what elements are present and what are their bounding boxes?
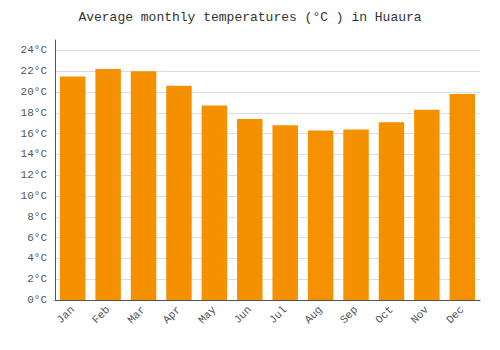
- svg-text:Mar: Mar: [125, 304, 147, 326]
- svg-text:22°C: 22°C: [21, 65, 48, 77]
- svg-text:Jul: Jul: [267, 304, 289, 326]
- svg-text:Aug: Aug: [302, 304, 324, 326]
- svg-text:May: May: [196, 303, 219, 326]
- svg-text:12°C: 12°C: [21, 169, 48, 181]
- svg-text:24°C: 24°C: [21, 44, 48, 56]
- svg-text:Average monthly temperatures (: Average monthly temperatures (°C ) in Hu…: [78, 10, 421, 25]
- svg-text:2°C: 2°C: [27, 273, 47, 285]
- svg-text:8°C: 8°C: [27, 211, 47, 223]
- svg-text:Apr: Apr: [161, 304, 183, 326]
- svg-text:14°C: 14°C: [21, 148, 48, 160]
- svg-text:Jan: Jan: [54, 304, 76, 326]
- svg-text:Jun: Jun: [232, 304, 254, 326]
- svg-text:0°C: 0°C: [27, 294, 47, 306]
- svg-text:18°C: 18°C: [21, 107, 48, 119]
- svg-text:Nov: Nov: [409, 303, 432, 326]
- svg-text:6°C: 6°C: [27, 232, 47, 244]
- svg-text:Dec: Dec: [444, 304, 466, 326]
- svg-text:Sep: Sep: [338, 304, 360, 326]
- svg-text:Feb: Feb: [90, 304, 112, 326]
- svg-text:16°C: 16°C: [21, 128, 48, 140]
- svg-text:Oct: Oct: [373, 304, 395, 326]
- svg-text:4°C: 4°C: [27, 252, 47, 264]
- svg-text:20°C: 20°C: [21, 86, 48, 98]
- svg-text:10°C: 10°C: [21, 190, 48, 202]
